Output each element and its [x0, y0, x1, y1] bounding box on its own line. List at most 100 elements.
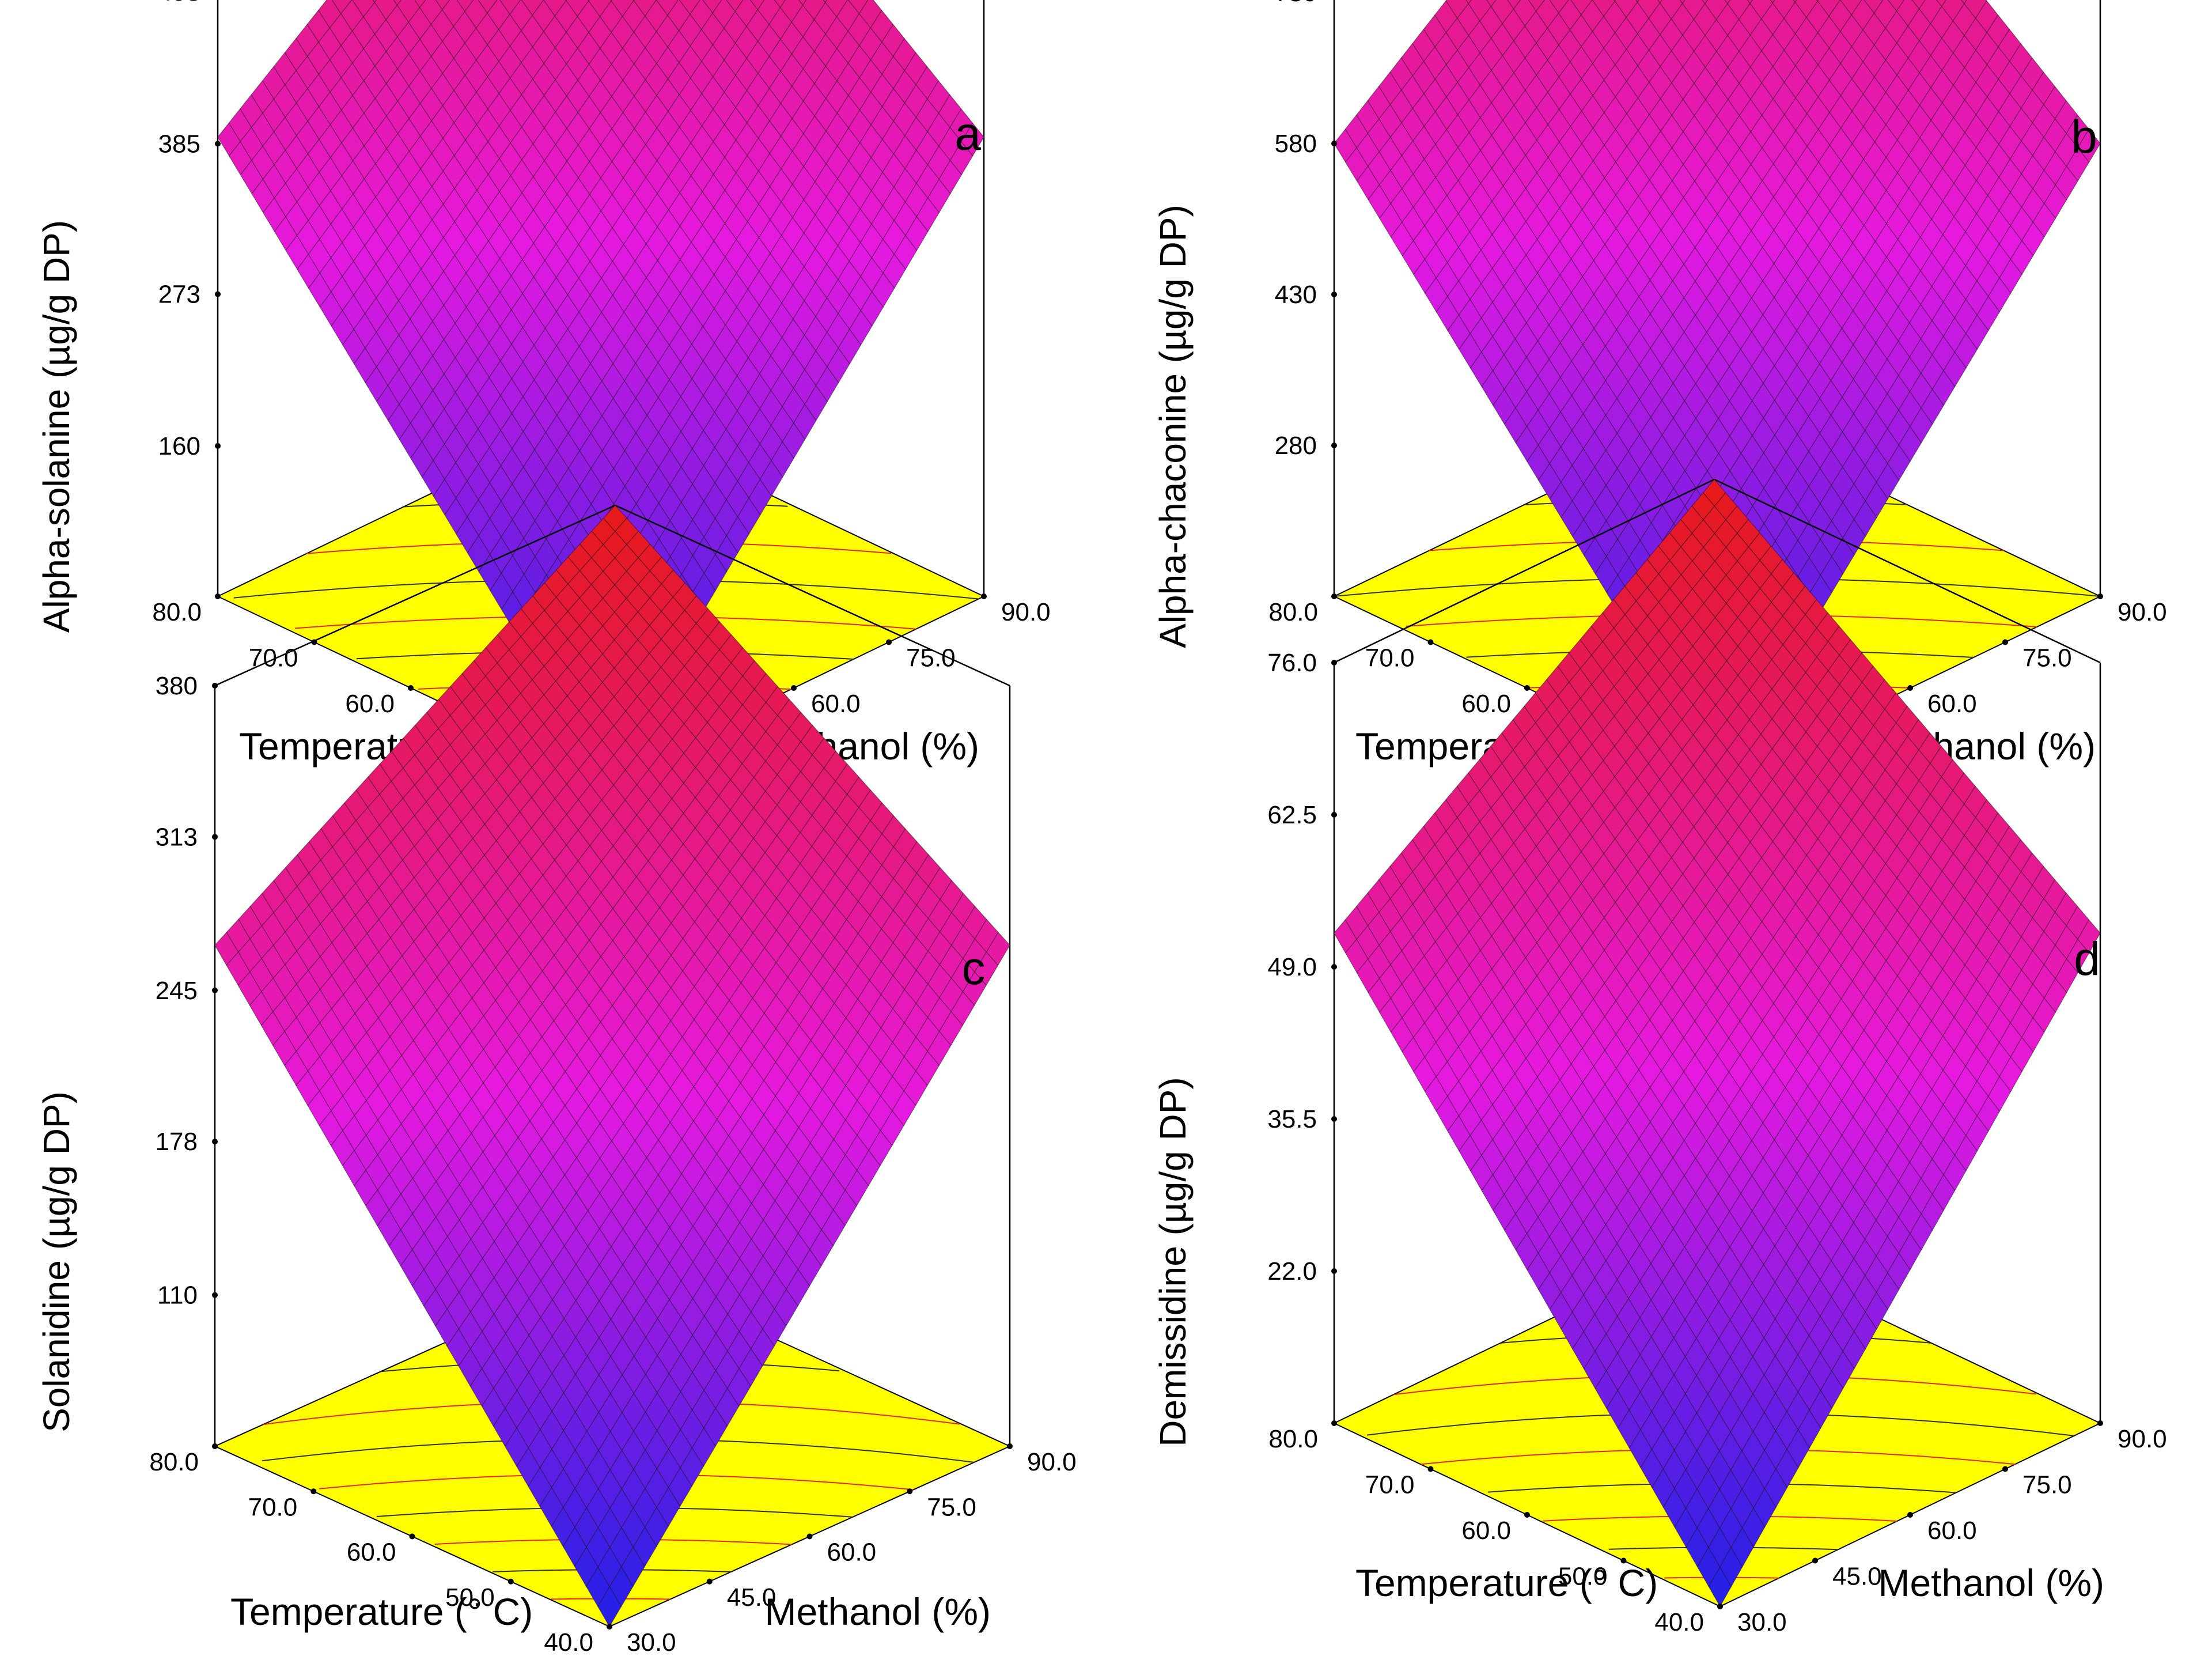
x-tick-mark	[408, 685, 414, 691]
z-tick-mark	[1331, 443, 1337, 448]
z-tick-label: 430	[1275, 281, 1317, 309]
z-tick-label: 730	[1275, 0, 1317, 7]
y-tick-mark	[886, 639, 892, 645]
z-tick-label: 110	[157, 1281, 198, 1310]
y-tick-mark	[1812, 1557, 1818, 1564]
x-tick-mark	[215, 593, 221, 599]
y-tick-label: 90.0	[2118, 598, 2167, 626]
z-tick-label: 580	[1275, 130, 1317, 158]
x-axis-ticks: 40.0 50.0 60.0 70.0 80.0	[1268, 1420, 1723, 1636]
z-tick-label: 178	[156, 1128, 198, 1156]
x-tick-mark	[1524, 1512, 1530, 1518]
z-tick-label: 280	[1275, 432, 1317, 460]
x-tick-label: 80.0	[149, 1448, 199, 1476]
x-tick-label: 80.0	[1268, 598, 1318, 626]
z-tick-mark	[212, 683, 218, 689]
z-tick-mark	[212, 1139, 218, 1145]
z-tick-mark	[1331, 660, 1337, 666]
y-tick-label: 75.0	[2022, 1471, 2072, 1499]
z-tick-mark	[215, 291, 221, 297]
x-axis-title: Temperature (° C)	[1355, 1561, 1658, 1604]
y-tick-label: 45.0	[1832, 1563, 1882, 1591]
z-tick-label: 49.0	[1267, 953, 1317, 981]
x-axis-title: Temperature (° C)	[230, 1590, 533, 1633]
z-axis-title: Demissidine (µg/g DP)	[1152, 1077, 1194, 1447]
z-tick-label: 62.5	[1267, 801, 1317, 829]
y-tick-mark	[981, 593, 987, 599]
y-tick-label: 75.0	[927, 1493, 976, 1521]
x-tick-label: 50.0	[445, 1583, 495, 1612]
x-tick-label: 70.0	[1365, 644, 1415, 672]
z-axis-title: Alpha-solanine (µg/g DP)	[36, 220, 77, 633]
y-tick-mark	[2097, 593, 2103, 599]
panel-c: 110 178 245 313 380 40.0 50.0 60.0 70.0 80.0 30.0 4…	[36, 504, 1077, 1657]
x-tick-mark	[310, 1488, 317, 1495]
z-axis-ticks: 160273385498610	[158, 0, 221, 460]
x-tick-label: 40.0	[1654, 1608, 1704, 1636]
x-tick-label: 80.0	[152, 598, 202, 626]
x-tick-mark	[507, 1578, 514, 1585]
x-tick-label: 60.0	[1461, 690, 1511, 718]
y-tick-label: 30.0	[627, 1628, 676, 1657]
z-tick-label: 245	[156, 977, 198, 1005]
x-tick-mark	[1331, 1420, 1337, 1426]
response-surface	[1334, 479, 2101, 1608]
y-tick-mark	[1907, 685, 1913, 691]
y-axis-ticks: 30.0 45.0 60.0 75.0 90.0	[1717, 1420, 2167, 1636]
y-tick-label: 75.0	[2022, 644, 2072, 672]
z-axis-title: Alpha-chaconine (µg/g DP)	[1152, 205, 1194, 648]
z-tick-label: 273	[158, 281, 200, 309]
panel-label: b	[2071, 111, 2097, 163]
axis-frame	[1333, 478, 2101, 1423]
z-axis-ticks: 110 178 245 313 380	[156, 672, 218, 1310]
panel-b: 28043058073088040.050.060.070.080.030.04…	[1152, 0, 2167, 810]
x-tick-label: 70.0	[249, 644, 298, 672]
y-tick-mark	[1007, 1443, 1013, 1449]
z-tick-label: 35.5	[1267, 1105, 1317, 1133]
y-axis-title: Methanol (%)	[1878, 1561, 2105, 1604]
y-tick-label: 60.0	[1927, 690, 1977, 718]
x-tick-label: 80.0	[1268, 1425, 1318, 1453]
y-tick-label: 90.0	[2118, 1425, 2167, 1453]
z-tick-mark	[1331, 964, 1337, 970]
y-tick-label: 60.0	[811, 690, 861, 718]
z-tick-mark	[212, 834, 218, 840]
x-tick-label: 60.0	[1461, 1517, 1511, 1545]
panel-d: 22.0 35.5 49.0 62.5 76.0 40.0 50.0 60.0 70.0 80.0…	[1152, 478, 2167, 1636]
y-tick-label: 30.0	[1737, 1608, 1787, 1636]
z-tick-mark	[1331, 1268, 1337, 1274]
y-tick-label: 90.0	[1027, 1448, 1077, 1476]
x-tick-mark	[1331, 593, 1337, 599]
y-tick-label: 75.0	[906, 644, 956, 672]
z-tick-label: 22.0	[1267, 1257, 1317, 1285]
z-axis-ticks: 280430580730880	[1275, 0, 1337, 460]
z-tick-mark	[1331, 292, 1337, 297]
panel-label: d	[2074, 933, 2100, 985]
x-tick-mark	[1620, 1557, 1627, 1564]
y-tick-label: 60.0	[827, 1538, 877, 1567]
x-tick-mark	[212, 1443, 218, 1449]
x-tick-mark	[1524, 685, 1530, 691]
x-tick-label: 70.0	[248, 1493, 298, 1521]
z-axis-ticks: 22.0 35.5 49.0 62.5 76.0	[1267, 649, 1337, 1285]
y-axis-title: Methanol (%)	[765, 1590, 991, 1633]
y-tick-mark	[607, 1624, 612, 1629]
z-tick-label: 313	[156, 823, 198, 851]
x-tick-label: 40.0	[544, 1628, 593, 1657]
z-axis-title: Solanidine (µg/g DP)	[36, 1091, 77, 1432]
z-tick-label: 380	[156, 672, 198, 700]
y-tick-mark	[1907, 1512, 1913, 1518]
panel-label: a	[955, 108, 981, 160]
y-tick-mark	[706, 1578, 713, 1585]
z-tick-label: 76.0	[1267, 649, 1317, 677]
z-tick-mark	[1331, 812, 1337, 818]
panel-label: c	[962, 942, 986, 995]
y-tick-mark	[1717, 1604, 1723, 1609]
z-tick-mark	[1331, 141, 1337, 146]
axis-frame	[214, 504, 1011, 1446]
z-tick-label: 498	[158, 0, 200, 6]
y-axis-ticks: 30.0 45.0 60.0 75.0 90.0	[607, 1443, 1077, 1657]
z-tick-mark	[1331, 1116, 1337, 1122]
z-tick-mark	[212, 1292, 218, 1298]
y-tick-label: 60.0	[1927, 1517, 1977, 1545]
